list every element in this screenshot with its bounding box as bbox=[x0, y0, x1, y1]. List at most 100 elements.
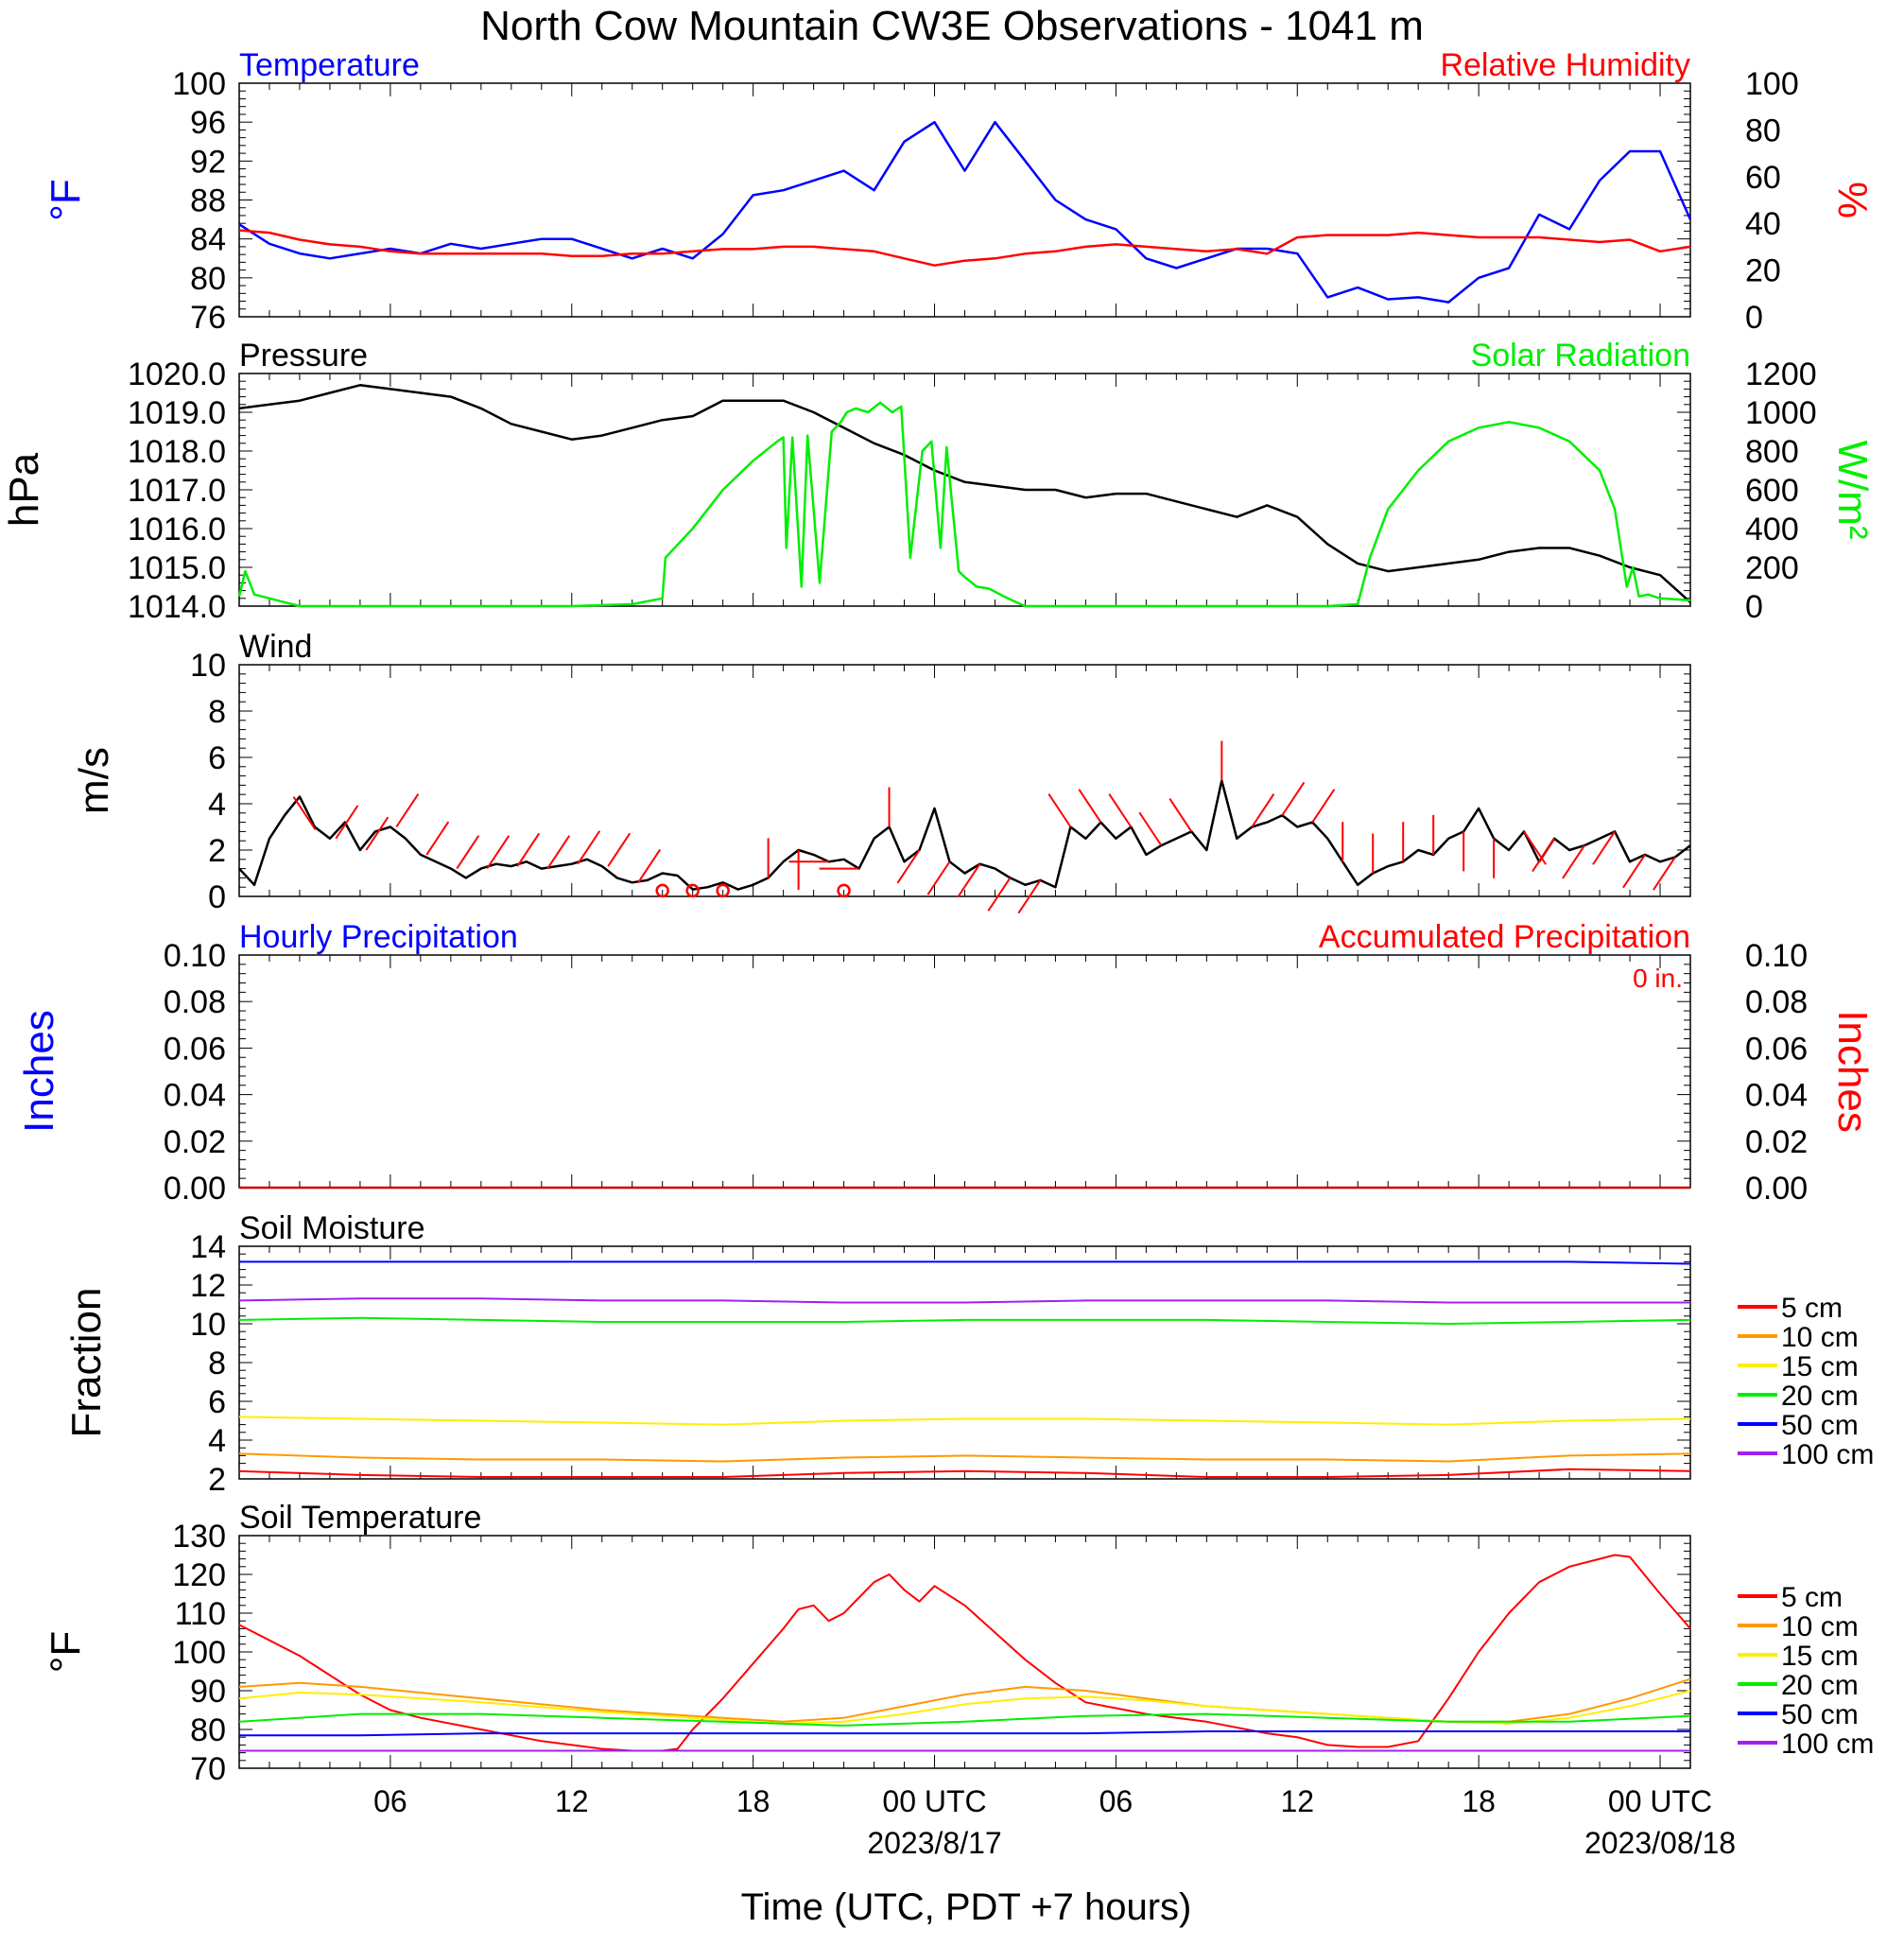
y2-tick-label: 80 bbox=[1745, 113, 1781, 148]
x-tick-label: 00 UTC bbox=[1608, 1784, 1712, 1818]
y-tick-label: 4 bbox=[208, 1423, 226, 1459]
y-axis-label: m/s bbox=[71, 747, 117, 814]
wind-barb bbox=[577, 830, 601, 865]
x-tick-label: 12 bbox=[555, 1784, 589, 1818]
wind-barb bbox=[335, 805, 359, 840]
y-tick-label: 70 bbox=[190, 1751, 226, 1787]
y-tick-label: 1015.0 bbox=[128, 550, 226, 586]
y2-tick-label: 200 bbox=[1745, 550, 1799, 586]
wind-barb bbox=[365, 816, 389, 851]
legend-label: 100 cm bbox=[1781, 1439, 1874, 1470]
wind-barb bbox=[1138, 811, 1163, 846]
series-line-solar-radiation bbox=[237, 401, 1691, 608]
wind-barb bbox=[425, 821, 450, 856]
wind-barb bbox=[607, 832, 632, 867]
legend-label: 15 cm bbox=[1781, 1351, 1859, 1382]
y-tick-label: 96 bbox=[190, 105, 226, 141]
y-tick-label: 2 bbox=[208, 833, 226, 869]
y-tick-label: 1016.0 bbox=[128, 512, 226, 547]
series-line-wind bbox=[238, 779, 1691, 891]
wind-barb bbox=[1017, 879, 1042, 914]
legend-label: 5 cm bbox=[1781, 1293, 1843, 1324]
x-tick-label: 12 bbox=[1280, 1784, 1314, 1818]
y-tick-label: 100 bbox=[172, 66, 226, 102]
series-line-5-cm bbox=[238, 1554, 1691, 1752]
wind-barb bbox=[1047, 793, 1072, 828]
y-tick-label: 0.02 bbox=[164, 1124, 226, 1160]
y-tick-label: 14 bbox=[190, 1229, 226, 1265]
y2-tick-label: 0 bbox=[1745, 589, 1763, 625]
wind-barb bbox=[1078, 789, 1102, 824]
x-tick-label: 06 bbox=[373, 1784, 407, 1818]
wind-barb bbox=[1532, 838, 1555, 873]
plot-frame bbox=[238, 1245, 1691, 1480]
y-tick-label: 4 bbox=[208, 787, 226, 823]
chart-title: North Cow Mountain CW3E Observations - 1… bbox=[480, 3, 1424, 49]
y-tick-label: 0.08 bbox=[164, 984, 226, 1020]
wind-barb bbox=[1311, 789, 1336, 824]
wind-barb bbox=[1251, 793, 1275, 828]
panel-right-title: Solar Radiation bbox=[1471, 338, 1690, 374]
wind-barb bbox=[637, 848, 662, 883]
wind-barb bbox=[1592, 830, 1616, 865]
panel-left-title: Soil Moisture bbox=[239, 1210, 425, 1246]
y-tick-label: 92 bbox=[190, 144, 226, 180]
series-line-20-cm bbox=[238, 1712, 1691, 1727]
wind-barb bbox=[896, 849, 921, 884]
legend-label: 10 cm bbox=[1781, 1611, 1859, 1642]
y-tick-label: 0.00 bbox=[164, 1171, 226, 1207]
y2-axis-label: % bbox=[1829, 182, 1876, 218]
y-axis-label: °F bbox=[43, 179, 89, 220]
y-tick-label: 80 bbox=[190, 1712, 226, 1748]
y2-tick-label: 40 bbox=[1745, 206, 1781, 242]
legend-label: 50 cm bbox=[1781, 1410, 1859, 1441]
wind-calm-marker bbox=[837, 883, 851, 898]
wind-barb bbox=[987, 877, 1012, 912]
y2-tick-label: 60 bbox=[1745, 160, 1781, 196]
y-tick-label: 0.10 bbox=[164, 938, 226, 974]
legend-label: 5 cm bbox=[1781, 1582, 1843, 1613]
y-tick-label: 2 bbox=[208, 1462, 226, 1498]
y-tick-label: 1019.0 bbox=[128, 395, 226, 431]
panel-left-title: Wind bbox=[239, 629, 312, 665]
series-line-relative-humidity bbox=[238, 229, 1691, 267]
legend-label: 15 cm bbox=[1781, 1641, 1859, 1672]
y-tick-label: 0.04 bbox=[164, 1078, 226, 1114]
panel-2: 1014.01015.01016.01017.01018.01019.01020… bbox=[1, 338, 1876, 625]
y2-tick-label: 0.04 bbox=[1745, 1078, 1808, 1114]
panel-right-title: Relative Humidity bbox=[1440, 47, 1690, 83]
series-line-pressure bbox=[238, 384, 1691, 603]
plot-frame bbox=[238, 664, 1691, 897]
y-tick-label: 76 bbox=[190, 300, 226, 336]
y-tick-label: 120 bbox=[172, 1557, 226, 1593]
panel-left-title: Pressure bbox=[239, 338, 368, 374]
y-tick-label: 6 bbox=[208, 1384, 226, 1420]
y-axis-label: Inches bbox=[16, 1010, 62, 1133]
y2-tick-label: 400 bbox=[1745, 512, 1799, 547]
series-line-50-cm bbox=[239, 1260, 1691, 1265]
y2-tick-label: 100 bbox=[1745, 66, 1799, 102]
series-line-50-cm bbox=[239, 1730, 1690, 1737]
y-axis-label: °F bbox=[43, 1631, 89, 1673]
y2-axis-label: W/m² bbox=[1829, 440, 1876, 539]
wind-barb bbox=[456, 835, 480, 870]
legend-label: 10 cm bbox=[1781, 1322, 1859, 1353]
y-tick-label: 12 bbox=[190, 1268, 226, 1304]
wind-barb bbox=[1653, 856, 1676, 891]
y-tick-label: 1017.0 bbox=[128, 473, 226, 509]
wind-barb bbox=[1622, 854, 1646, 889]
panel-4: 0.00 0.02 0.04 0.06 0.08 0.10 0.00 0.02 0.04 0.06… bbox=[16, 919, 1876, 1207]
x-date-label: 2023/08/18 bbox=[1584, 1826, 1736, 1860]
y2-axis-label: Inches bbox=[1829, 1010, 1876, 1133]
y-tick-label: 100 bbox=[172, 1635, 226, 1671]
y-tick-label: 90 bbox=[190, 1674, 226, 1710]
panel-right-title: Accumulated Precipitation bbox=[1319, 919, 1690, 955]
y-tick-label: 8 bbox=[208, 694, 226, 730]
panel-left-title: Soil Temperature bbox=[239, 1500, 481, 1536]
y-tick-label: 1018.0 bbox=[128, 434, 226, 470]
wind-barb bbox=[292, 796, 317, 831]
